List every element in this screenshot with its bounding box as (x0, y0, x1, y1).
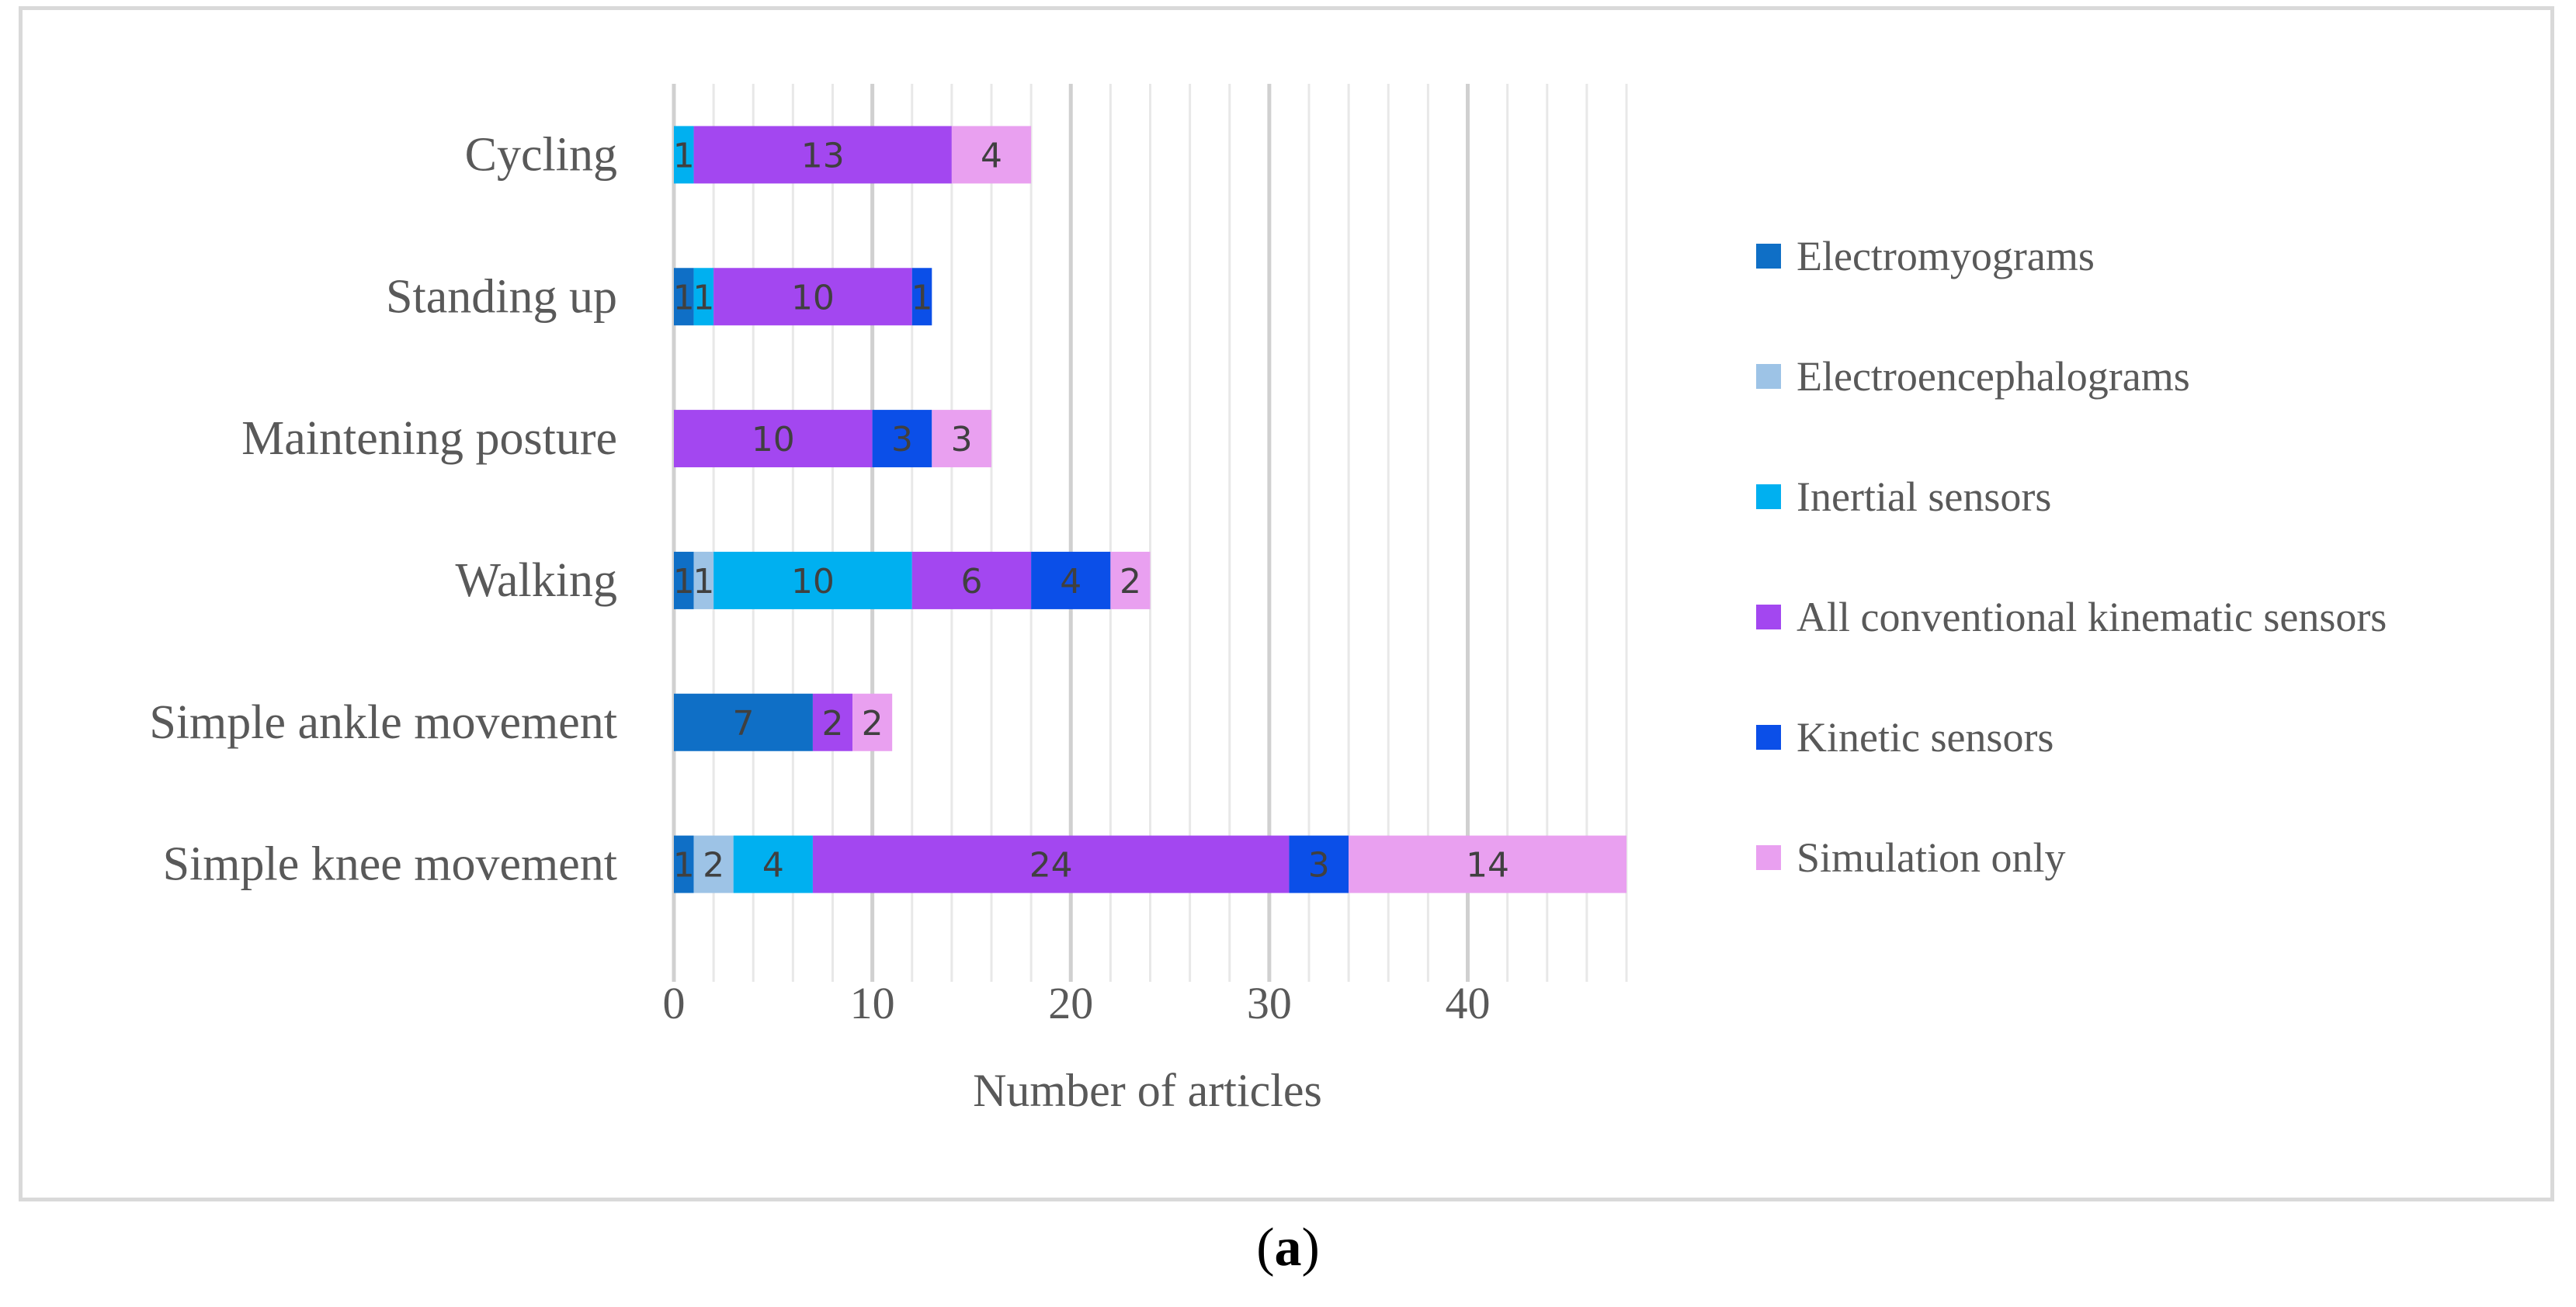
data-label: 2 (862, 704, 884, 744)
data-label: 3 (951, 420, 973, 459)
data-label: 10 (791, 278, 835, 317)
legend: Electromyograms Electroencephalograms Iner… (1756, 233, 2387, 881)
bar-segment (693, 268, 714, 326)
bar-segment (1349, 835, 1626, 893)
x-tick-label: 20 (1048, 978, 1093, 1028)
category-label: Standing up (386, 270, 617, 323)
legend-label: Electroencephalograms (1797, 353, 2190, 400)
data-label: 1 (693, 278, 714, 317)
legend-label: Electromyograms (1797, 233, 2095, 279)
bar-segment (911, 551, 1032, 609)
caption-text: (a) (1256, 1218, 1320, 1278)
bar-segment (693, 126, 952, 184)
data-label: 7 (732, 704, 754, 744)
data-label: 1 (673, 136, 695, 175)
legend-swatch (1756, 725, 1781, 750)
x-tick-label: 40 (1446, 978, 1491, 1028)
data-label: 14 (1466, 846, 1509, 886)
bar-segment (1289, 835, 1349, 893)
bar-segment (1110, 551, 1151, 609)
x-axis-title: Number of articles (973, 1065, 1322, 1116)
category-label: Simple knee movement (163, 838, 617, 891)
bar-segment (674, 268, 694, 326)
data-label: 13 (801, 136, 845, 175)
category-label: Simple ankle movement (149, 696, 617, 749)
bar-segment (713, 268, 912, 326)
data-label: 10 (752, 420, 795, 459)
data-label: 2 (1120, 562, 1141, 601)
legend-swatch (1756, 364, 1781, 389)
grid-lines (672, 84, 1628, 982)
bar-segment (872, 410, 932, 468)
data-label: 1 (911, 278, 933, 317)
x-tick-label: 10 (850, 978, 895, 1028)
bar-segment (1031, 551, 1111, 609)
bar-segment (932, 410, 991, 468)
data-label: 3 (1308, 846, 1330, 886)
data-label: 1 (673, 278, 695, 317)
figure-caption: (a) (0, 1217, 2576, 1279)
bar-segments: 1 2 4 24 3 147 2 211 10 6 4 210 3 311 10 11 13 4 (673, 126, 1626, 893)
data-label: 4 (762, 846, 784, 886)
bar-segment (911, 268, 932, 326)
data-label: 10 (791, 562, 835, 601)
bar-segment (674, 835, 694, 893)
bar-segment (693, 835, 734, 893)
bar-segment (713, 551, 912, 609)
bar-segment (951, 126, 1032, 184)
legend-swatch (1756, 845, 1781, 870)
data-label: 6 (960, 562, 982, 601)
bar-segment (674, 693, 813, 751)
bar-segment (812, 693, 853, 751)
legend-label: Simulation only (1797, 834, 2066, 881)
bar-chart: 1 2 4 24 3 147 2 211 10 6 4 210 3 311 10 11 13 4 Simple k… (149, 84, 2387, 1116)
chart-frame (19, 6, 2554, 1201)
data-label: 4 (981, 136, 1002, 175)
data-label: 1 (693, 562, 714, 601)
data-label: 1 (673, 846, 695, 886)
bar-segment (812, 835, 1290, 893)
data-label: 24 (1029, 846, 1073, 886)
data-label: 3 (891, 420, 913, 459)
legend-swatch (1756, 605, 1781, 629)
category-labels: Simple knee movement Simple ankle movemen… (149, 128, 617, 890)
data-label: 2 (822, 704, 844, 744)
bar-segment (733, 835, 813, 893)
category-label: Maintening posture (241, 412, 617, 465)
bar-segment (852, 693, 893, 751)
data-label: 1 (673, 562, 695, 601)
legend-swatch (1756, 244, 1781, 269)
data-label: 4 (1060, 562, 1081, 601)
data-label: 2 (703, 846, 724, 886)
x-tick-label: 30 (1247, 978, 1292, 1028)
bar-segment (693, 551, 714, 609)
bar-segment (674, 410, 873, 468)
x-tick-label: 0 (663, 978, 686, 1028)
category-label: Cycling (465, 128, 617, 181)
caption-letter: a (1274, 1218, 1302, 1278)
legend-label: Inertial sensors (1797, 473, 2051, 520)
legend-label: Kinetic sensors (1797, 714, 2054, 761)
x-axis-ticks: 0 10 20 30 40 (663, 978, 1491, 1028)
legend-label: All conventional kinematic sensors (1797, 594, 2387, 640)
bar-segment (674, 126, 694, 184)
legend-swatch (1756, 484, 1781, 509)
bar-segment (674, 551, 694, 609)
category-label: Walking (455, 554, 617, 607)
